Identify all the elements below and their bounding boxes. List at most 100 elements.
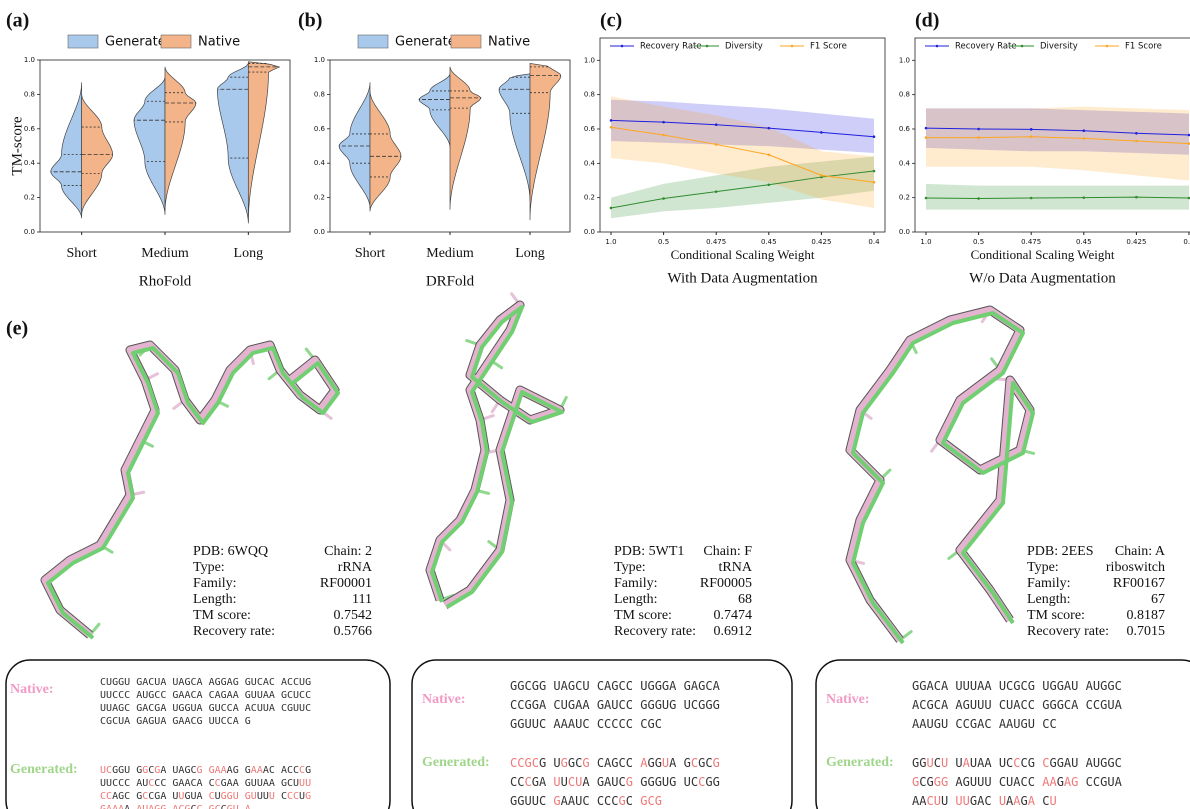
point <box>873 135 876 138</box>
pdb-id: PDB: 2EES <box>1027 544 1094 559</box>
info-value: 0.7015 <box>1127 624 1166 639</box>
generated-label: Generated: <box>826 755 894 770</box>
legend-swatch <box>451 35 481 48</box>
legend-label: Recovery Rate <box>640 42 702 52</box>
x-tick-label: 0.5 <box>658 238 669 246</box>
y-tick-label: 0.2 <box>314 194 325 202</box>
pdb-id: PDB: 6WQQ <box>193 544 268 559</box>
x-tick-label: 0.475 <box>706 238 726 246</box>
legend-marker <box>791 45 794 48</box>
x-tick-label: Long <box>234 246 264 261</box>
y-tick-label: 0.4 <box>584 159 596 167</box>
x-tick-label: 0.45 <box>761 238 777 246</box>
x-tick-label: Short <box>355 246 385 261</box>
info-value: RF00005 <box>700 576 752 591</box>
point <box>768 127 771 130</box>
x-tick-label: 0.4 <box>868 238 880 246</box>
info-value: 0.7474 <box>714 608 753 623</box>
point <box>1135 196 1138 199</box>
info-value: tRNA <box>719 560 753 575</box>
chain-id: Chain: 2 <box>324 544 372 559</box>
x-tick-label: 0.425 <box>811 238 831 246</box>
y-tick-label: 0.6 <box>24 125 36 133</box>
native-label: Native: <box>826 692 870 707</box>
legend-swatch <box>68 35 98 48</box>
legend-marker <box>706 45 709 48</box>
y-tick-label: 1.0 <box>24 56 35 64</box>
y-tick-label: 0.8 <box>584 91 595 99</box>
info-key: Recovery rate: <box>614 624 696 639</box>
y-tick-label: 0.6 <box>314 125 326 133</box>
info-key: TM score: <box>614 608 672 623</box>
point <box>662 121 665 124</box>
point <box>820 131 823 134</box>
chain-id: Chain: F <box>703 544 752 559</box>
info-key: Family: <box>193 576 237 591</box>
point <box>715 190 718 193</box>
x-tick-label: Medium <box>426 246 474 261</box>
y-tick-label: 0.6 <box>584 125 596 133</box>
y-tick-label: 0.8 <box>314 90 325 98</box>
point <box>1083 129 1086 132</box>
info-value: RF00001 <box>320 576 372 591</box>
point <box>925 127 928 130</box>
point <box>768 153 771 156</box>
x-tick-label: 0.4 <box>1183 238 1190 246</box>
info-key: Type: <box>1027 560 1059 575</box>
x-axis-label: Conditional Scaling Weight <box>671 247 815 262</box>
info-value: rRNA <box>338 560 373 575</box>
y-tick-label: 0.4 <box>24 159 36 167</box>
x-tick-label: 0.425 <box>1126 238 1146 246</box>
x-axis-label: DRFold <box>426 273 475 289</box>
confidence-band <box>926 184 1189 210</box>
generated-sequence-row: CCAGC GCCGA UUGUA CUGGU GUUUU CCCUG <box>100 791 311 802</box>
subtitle: W/o Data Augmentation <box>969 270 1116 286</box>
generated-sequence-row: GAAAA AUAGG ACGCC GCCGU A <box>100 804 251 809</box>
point <box>1083 196 1086 199</box>
legend-label: Diversity <box>725 42 763 52</box>
info-value: riboswitch <box>1106 560 1165 575</box>
native-label: Native: <box>422 692 466 707</box>
generated-sequence-row: GGUCU UAUAA UCCCG CGGAU AUGGC <box>912 756 1122 770</box>
y-tick-label: 0.0 <box>584 228 595 236</box>
legend-marker <box>936 45 939 48</box>
legend-label: F1 Score <box>810 42 847 52</box>
native-sequence-row: GGACA UUUAA UCGCG UGGAU AUGGC <box>912 679 1122 693</box>
point <box>610 126 613 129</box>
info-key: Type: <box>193 560 225 575</box>
point <box>715 123 718 126</box>
page: {"chart_data":[ {"type":"violin","panel"… <box>0 0 1190 809</box>
x-tick-label: 1.0 <box>605 238 616 246</box>
legend-marker <box>1106 45 1109 48</box>
info-value: RF00167 <box>1113 576 1165 591</box>
info-key: Length: <box>1027 592 1071 607</box>
native-sequence-row: AAUGU CCGAC AAUGU CC <box>912 717 1057 731</box>
legend-swatch <box>161 35 191 48</box>
generated-sequence-row: GCGGG AGUUU CUACC AAGAG CCGUA <box>912 775 1123 789</box>
native-sequence-row: CCGGA CUGAA GAUCC GGGUG UCGGG <box>510 698 720 712</box>
native-sequence-row: GGCGG UAGCU CAGCC UGGGA GAGCA <box>510 679 721 693</box>
point <box>1030 197 1033 200</box>
info-value: 67 <box>1151 592 1165 607</box>
point <box>977 197 980 200</box>
y-tick-label: 0.2 <box>584 194 595 202</box>
point <box>1135 140 1138 143</box>
info-value: 0.5766 <box>334 624 373 639</box>
point <box>977 136 980 139</box>
legend-label: F1 Score <box>1125 42 1162 52</box>
x-axis-label: RhoFold <box>139 273 192 289</box>
y-axis-label: TM-score <box>9 116 25 175</box>
x-tick-label: Short <box>66 246 96 261</box>
legend-label: Native <box>198 35 240 50</box>
info-value: 111 <box>352 592 372 607</box>
point <box>1030 128 1033 131</box>
info-value: 0.8187 <box>1127 608 1166 623</box>
point <box>925 197 928 200</box>
info-key: Family: <box>614 576 658 591</box>
info-key: TM score: <box>1027 608 1085 623</box>
info-key: Type: <box>614 560 646 575</box>
y-tick-label: 0.2 <box>24 194 35 202</box>
pdb-id: PDB: 5WT1 <box>614 544 684 559</box>
y-tick-label: 1.0 <box>899 56 910 64</box>
panel-label: (a) <box>6 10 29 32</box>
